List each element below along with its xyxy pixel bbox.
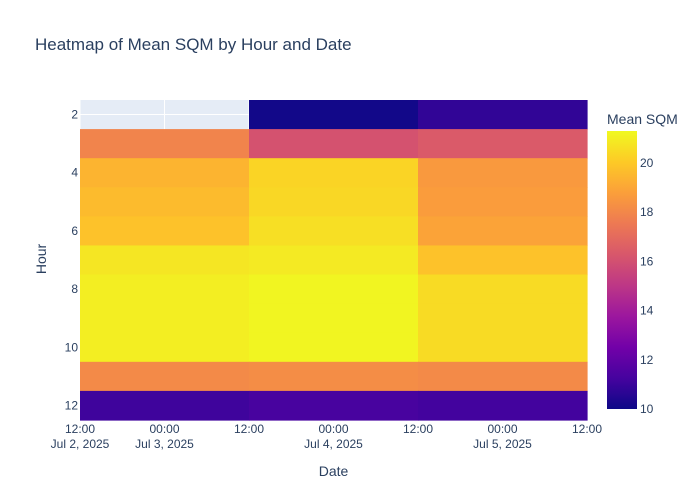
- colorbar-gradient: [607, 131, 637, 409]
- y-tick-label: 4: [71, 166, 78, 180]
- heatmap-cell: [80, 361, 250, 392]
- heatmap-cell: [249, 245, 419, 276]
- y-axis-ticks: 2 4 6 8 10 12: [65, 108, 79, 413]
- heatmap-cell: [418, 187, 588, 217]
- heatmap-cell: [80, 274, 250, 305]
- heatmap-cell: [418, 158, 588, 188]
- heatmap-cell: [249, 100, 419, 130]
- colorbar-ticks: 10 12 14 16 18 20: [640, 156, 654, 416]
- colorbar: Mean SQM 10 12 14 16 18 20: [607, 111, 678, 416]
- x-tick-label: 00:00: [149, 422, 179, 436]
- heatmap-cell: [418, 245, 588, 276]
- x-tick-label: 00:00: [487, 422, 517, 436]
- heatmap-cell: [418, 361, 588, 392]
- x-tick-label: 12:00: [234, 422, 264, 436]
- heatmap-cell: [418, 216, 588, 247]
- heatmap-cell: [80, 303, 250, 334]
- x-tick-date-label: Jul 5, 2025: [473, 437, 532, 451]
- x-tick-date-label: Jul 4, 2025: [304, 437, 363, 451]
- colorbar-title: Mean SQM: [607, 111, 678, 127]
- colorbar-tick-label: 16: [640, 254, 654, 268]
- heatmap-cell: [80, 332, 250, 363]
- heatmap-cell: [249, 332, 419, 363]
- chart-title: Heatmap of Mean SQM by Hour and Date: [35, 35, 352, 54]
- heatmap-cell: [418, 390, 588, 421]
- heatmap-cell: [80, 129, 250, 159]
- heatmap-cells: [80, 100, 588, 421]
- heatmap-cell: [249, 274, 419, 305]
- heatmap-cell: [418, 332, 588, 363]
- y-axis-title: Hour: [33, 243, 49, 274]
- y-tick-label: 6: [71, 224, 78, 238]
- y-tick-label: 10: [65, 340, 79, 354]
- y-tick-label: 2: [71, 108, 78, 122]
- heatmap-cell: [80, 158, 250, 188]
- heatmap-cell: [418, 274, 588, 305]
- heatmap-cell: [418, 100, 588, 130]
- x-tick-label: 00:00: [318, 422, 348, 436]
- y-tick-label: 8: [71, 282, 78, 296]
- colorbar-tick-label: 18: [640, 205, 654, 219]
- heatmap-cell: [249, 187, 419, 217]
- heatmap-cell: [249, 216, 419, 247]
- x-tick-date-label: Jul 3, 2025: [135, 437, 194, 451]
- x-axis-title: Date: [319, 463, 349, 479]
- heatmap-cell: [80, 245, 250, 276]
- heatmap-cell: [249, 158, 419, 188]
- heatmap-cell: [80, 187, 250, 217]
- x-tick-label: 12:00: [572, 422, 602, 436]
- colorbar-tick-label: 10: [640, 402, 654, 416]
- heatmap-cell: [249, 361, 419, 392]
- heatmap-cell: [249, 303, 419, 334]
- colorbar-tick-label: 14: [640, 304, 654, 318]
- heatmap-cell: [249, 390, 419, 421]
- colorbar-tick-label: 12: [640, 353, 654, 367]
- heatmap-cell: [80, 390, 250, 421]
- x-tick-label: 12:00: [65, 422, 95, 436]
- y-tick-label: 12: [65, 398, 79, 412]
- colorbar-tick-label: 20: [640, 156, 654, 170]
- heatmap-cell: [80, 216, 250, 247]
- heatmap-cell: [418, 129, 588, 159]
- heatmap-cell: [418, 303, 588, 334]
- heatmap-cell: [249, 129, 419, 159]
- x-tick-date-label: Jul 2, 2025: [51, 437, 110, 451]
- x-tick-label: 12:00: [403, 422, 433, 436]
